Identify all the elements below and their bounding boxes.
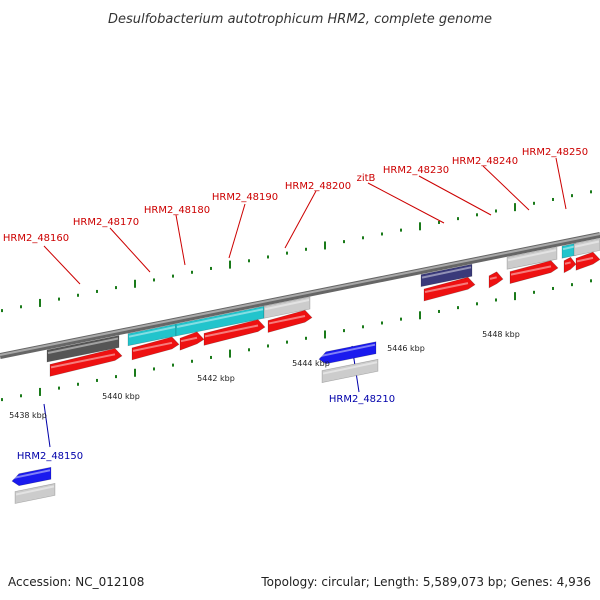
gene-features bbox=[11, 238, 600, 504]
gene-highlight bbox=[322, 361, 378, 375]
gene-highlight bbox=[12, 469, 51, 480]
gene-highlight bbox=[50, 353, 116, 369]
gene-label[interactable]: zitB bbox=[357, 173, 376, 184]
gene-highlight bbox=[15, 485, 55, 496]
gene-highlight bbox=[132, 341, 173, 352]
gene-bar-48240[interactable] bbox=[506, 246, 558, 270]
gene-highlight bbox=[268, 315, 306, 325]
gene-highlight bbox=[489, 276, 497, 280]
gene-bar-48210[interactable] bbox=[321, 358, 379, 383]
callout-line bbox=[109, 227, 151, 273]
gene-highlight bbox=[319, 343, 376, 358]
gene-label[interactable]: HRM2_48200 bbox=[285, 181, 351, 192]
gene-highlight bbox=[204, 324, 259, 338]
callout-line bbox=[43, 245, 81, 285]
gene-label[interactable]: HRM2_48150 bbox=[17, 451, 83, 462]
callout-line bbox=[482, 165, 530, 211]
gene-label[interactable]: HRM2_48190 bbox=[212, 192, 278, 203]
callout-line bbox=[555, 157, 567, 210]
gene-cds-48160[interactable] bbox=[49, 348, 123, 377]
gene-cds-48260[interactable] bbox=[575, 251, 600, 271]
gene-cds-48240[interactable] bbox=[509, 260, 559, 284]
gene-highlight bbox=[47, 337, 119, 355]
gene-arrow-48150[interactable] bbox=[11, 466, 52, 487]
gene-label[interactable]: HRM2_48240 bbox=[452, 156, 518, 167]
gene-highlight bbox=[424, 282, 469, 293]
gene-label[interactable]: HRM2_48250 bbox=[522, 147, 588, 158]
gene-label[interactable]: HRM2_48180 bbox=[144, 205, 210, 216]
gene-highlight bbox=[576, 256, 594, 263]
gene-bar-48250[interactable] bbox=[561, 242, 577, 259]
gene-bar-48200[interactable] bbox=[263, 296, 311, 319]
genome-backbone bbox=[0, 232, 600, 359]
scale-label: 5438 kbp bbox=[9, 411, 47, 420]
tick-marks bbox=[1, 190, 592, 402]
gene-cds-48180[interactable] bbox=[179, 331, 205, 351]
scale-label: 5444 kbp bbox=[292, 359, 330, 368]
gene-cds-zitb[interactable] bbox=[423, 276, 476, 302]
scale-labels: 5438 kbp 5440 kbp 5442 kbp 5444 kbp 5446 kbp… bbox=[9, 330, 520, 420]
callout-lines bbox=[43, 157, 567, 448]
gene-cds-48250[interactable] bbox=[563, 256, 577, 274]
gene-label[interactable]: HRM2_48230 bbox=[383, 165, 449, 176]
scale-label: 5446 kbp bbox=[387, 344, 425, 353]
gene-label[interactable]: HRM2_48160 bbox=[3, 233, 69, 244]
gene-bar-48150[interactable] bbox=[14, 483, 56, 504]
gene-bar-48160[interactable] bbox=[46, 335, 120, 363]
callout-line bbox=[175, 214, 186, 266]
gene-highlight bbox=[176, 308, 264, 328]
gene-highlight bbox=[562, 245, 576, 251]
gene-highlight bbox=[264, 299, 310, 311]
gene-cds-48230[interactable] bbox=[488, 271, 504, 289]
gene-labels: HRM2_48160 HRM2_48170 HRM2_48180HRM2_48190… bbox=[3, 147, 588, 462]
gene-highlight bbox=[564, 261, 571, 265]
gene-highlight bbox=[507, 249, 557, 262]
scale-label: 5440 kbp bbox=[102, 392, 140, 401]
gene-arrow-48210[interactable] bbox=[318, 341, 377, 365]
callout-line bbox=[228, 203, 246, 259]
map-title: Desulfobacterium autotrophicum HRM2, com… bbox=[108, 12, 492, 27]
scale-label: 5442 kbp bbox=[197, 374, 235, 383]
gene-highlight bbox=[574, 240, 600, 248]
gene-highlight bbox=[128, 326, 176, 338]
callout-line bbox=[418, 175, 492, 216]
callout-line bbox=[43, 403, 51, 448]
gene-bar-zitb[interactable] bbox=[420, 263, 473, 287]
gene-highlight bbox=[510, 265, 552, 276]
topology-text: Topology: circular; Length: 5,589,073 bp… bbox=[260, 575, 591, 589]
gene-cds-48200[interactable] bbox=[267, 309, 313, 333]
gene-label[interactable]: HRM2_48170 bbox=[73, 217, 139, 228]
accession-text: Accession: NC_012108 bbox=[8, 575, 144, 589]
callout-line bbox=[284, 190, 317, 249]
scale-label: 5448 kbp bbox=[482, 330, 520, 339]
gene-label[interactable]: HRM2_48210 bbox=[329, 394, 395, 405]
gene-bar-48260[interactable] bbox=[573, 238, 600, 257]
gene-highlight bbox=[180, 336, 198, 343]
gene-cds-48190[interactable] bbox=[203, 319, 266, 346]
gene-cds-48170[interactable] bbox=[131, 336, 180, 361]
callout-line bbox=[367, 182, 445, 224]
gene-highlight bbox=[421, 266, 472, 279]
